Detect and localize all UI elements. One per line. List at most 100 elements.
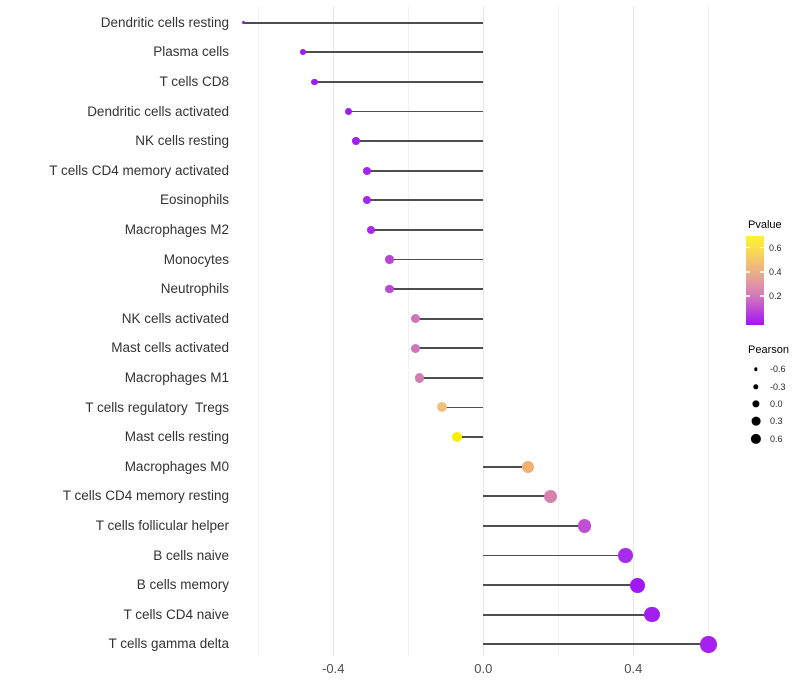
lollipop-stem [442,406,484,409]
lollipop-stem [243,21,484,24]
lollipop-stem [483,643,709,646]
y-axis-label: T cells follicular helper [95,517,229,533]
pvalue-legend-title: Pvalue [748,219,782,231]
lollipop-dot [241,20,246,25]
lollipop-dot [363,166,371,175]
y-axis-label: Monocytes [163,251,229,267]
lollipop-stem [370,229,484,231]
y-axis-label: NK cells resting [135,133,229,149]
pearson-size-label: 0.0 [770,399,783,409]
plot-panel [237,6,717,656]
y-axis-label: Dendritic cells activated [87,103,229,119]
lollipop-dot [522,460,535,473]
y-axis-label: T cells regulatory Tregs [85,399,229,415]
lollipop-dot [344,107,352,116]
colorbar-tick [760,295,764,297]
lollipop-dot [385,255,394,264]
lollipop-stem [314,81,484,83]
y-axis-label: B cells naive [153,547,229,563]
y-axis-label: Plasma cells [153,44,229,60]
pvalue-tick-label: 0.2 [769,291,782,301]
lollipop-dot [544,489,558,503]
lollipop-dot [414,373,425,383]
x-axis-tick-label: -0.4 [322,661,345,676]
x-axis-tick-label: 0.0 [474,661,493,676]
lollipop-stem [367,169,484,172]
lollipop-stem [348,110,484,113]
lollipop-stem [457,436,484,438]
lollipop-dot [411,314,421,324]
pvalue-tick-label: 0.4 [769,266,782,277]
lollipop-dot [644,607,660,623]
pearson-size-dot [752,400,760,408]
lollipop-dot [451,431,463,443]
lollipop-dot [437,402,448,413]
lollipop-dot [618,548,634,563]
lollipop-stem [483,554,626,557]
pearson-size-label: -0.6 [770,364,786,375]
lollipop-dot [363,196,371,205]
pearson-size-dot [754,367,758,371]
major-gridline [333,6,335,656]
pearson-size-dot [750,433,762,444]
lollipop-dot [700,636,717,653]
y-axis-label: Eosinophils [159,192,229,208]
lollipop-stem [367,199,484,202]
minor-gridline [558,6,560,656]
minor-gridline [408,6,410,656]
lollipop-dot [411,343,421,353]
lollipop-stem [483,525,585,527]
lollipop-stem [415,347,484,350]
pearson-size-dot [753,383,759,390]
y-axis-label: Mast cells resting [124,429,229,445]
lollipop-dot [629,577,645,593]
y-axis-label: Mast cells activated [111,340,229,356]
pearson-size-dot [751,416,761,426]
lollipop-dot [385,284,394,294]
lollipop-dot [366,225,375,234]
y-axis-label: NK cells activated [121,310,229,326]
pearson-size-label: 0.6 [770,433,783,444]
lollipop-stem [303,51,484,54]
colorbar-tick [760,271,764,273]
lollipop-dot [352,137,360,145]
lollipop-dot [577,519,592,533]
lollipop-stem [415,317,484,320]
lollipop-dot [300,49,307,56]
y-axis-label: Macrophages M0 [124,458,229,474]
pvalue-tick-label: 0.6 [769,242,782,253]
major-gridline [633,6,635,656]
y-axis-label: Macrophages M1 [124,369,229,385]
pvalue-colorbar [746,236,764,325]
lollipop-stem [419,377,484,379]
y-axis-label: Neutrophils [160,281,229,297]
y-axis-label: T cells CD8 [159,73,229,89]
lollipop-stem [389,258,484,261]
lollipop-stem [355,140,484,142]
colorbar-tick [760,246,764,249]
lollipop-dot [311,78,318,85]
lollipop-stem [483,613,653,616]
lollipop-stem [483,495,551,498]
minor-gridline [258,6,260,656]
y-axis-label: Dendritic cells resting [100,14,229,30]
lollipop-stem [483,465,529,468]
y-axis-label: Macrophages M2 [124,221,229,237]
lollipop-stem [483,584,638,586]
y-axis-label: B cells memory [136,577,229,593]
colorbar-tick [746,295,750,297]
x-axis-tick-label: 0.4 [624,661,643,676]
lollipop-stem [389,288,484,290]
y-axis-label: T cells CD4 memory resting [62,488,229,504]
y-axis-label: T cells CD4 memory activated [49,162,229,178]
minor-gridline [708,6,710,656]
pearson-size-label: -0.3 [770,381,786,392]
pearson-size-label: 0.3 [770,416,783,427]
y-axis-label: T cells gamma delta [108,636,229,652]
y-axis-label: T cells CD4 naive [123,606,229,622]
major-gridline [483,6,485,656]
colorbar-tick [746,246,750,249]
pearson-legend-title: Pearson [748,344,789,356]
colorbar-tick [746,271,750,273]
